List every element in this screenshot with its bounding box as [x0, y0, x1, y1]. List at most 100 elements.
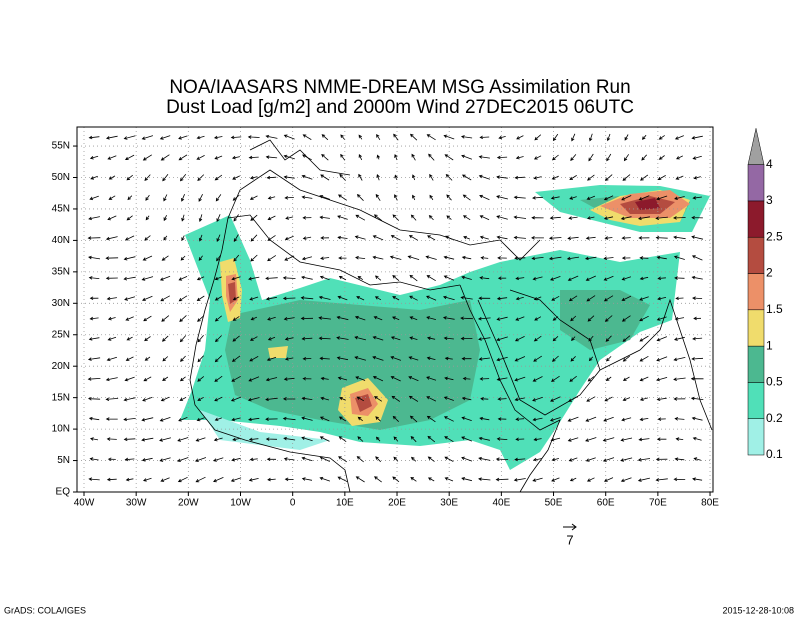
lat-label: 55N — [52, 141, 70, 152]
wind-arrow — [532, 457, 543, 462]
wind-arrow — [283, 457, 295, 461]
wind-arrow — [673, 477, 686, 482]
wind-arrow — [88, 276, 100, 280]
wind-arrow — [569, 477, 577, 482]
wind-arrow — [390, 376, 401, 382]
wind-arrow — [267, 336, 276, 341]
wind-arrow — [214, 355, 223, 363]
wind-arrow — [498, 135, 506, 140]
wind-arrow — [196, 135, 205, 140]
wind-arrow — [570, 315, 577, 322]
wind-arrow — [478, 357, 490, 361]
lon-label: 20W — [178, 498, 199, 509]
wind-arrow — [392, 476, 400, 483]
wind-arrow — [604, 236, 613, 240]
wind-arrow — [515, 155, 524, 160]
wind-arrow — [532, 376, 543, 382]
wind-arrow — [497, 417, 507, 421]
wind-arrow — [267, 255, 277, 262]
wind-arrow — [442, 295, 455, 301]
wind-arrow — [692, 437, 702, 441]
wind-arrow — [460, 336, 473, 341]
wind-arrow — [621, 236, 631, 240]
wind-arrow — [479, 276, 490, 280]
wind-arrow — [641, 154, 647, 161]
wind-arrow — [126, 174, 133, 181]
wind-arrow — [442, 316, 455, 320]
wind-arrow — [179, 335, 187, 343]
wind-arrow — [214, 174, 223, 181]
wind-arrow — [107, 215, 117, 221]
wind-arrow — [658, 135, 665, 140]
coastlines — [189, 139, 713, 493]
wind-arrow — [354, 315, 366, 321]
wind-arrow — [267, 215, 276, 221]
wind-arrow — [655, 216, 668, 220]
wind-arrow — [425, 255, 437, 260]
wind-arrow — [142, 396, 153, 402]
wind-arrow — [198, 234, 203, 242]
wind-arrow — [690, 396, 704, 401]
wind-arrow — [282, 416, 296, 421]
wind-arrow — [143, 315, 152, 322]
wind-arrow — [496, 296, 508, 301]
wind-arrow — [105, 236, 118, 241]
wind-arrow — [606, 153, 612, 162]
wind-arrow — [216, 234, 221, 242]
wind-arrow — [585, 416, 597, 422]
wind-arrow — [320, 256, 330, 260]
wind-arrow — [355, 255, 366, 260]
wind-arrow — [602, 437, 615, 442]
wind-arrow — [231, 276, 241, 281]
wind-arrow — [620, 437, 633, 442]
wind-arrow — [108, 175, 116, 180]
wind-arrow — [265, 296, 277, 301]
wind-arrow — [673, 255, 685, 260]
wind-arrow — [90, 175, 98, 180]
dust-field — [180, 185, 710, 470]
wind-arrow — [531, 215, 544, 220]
wind-arrow — [177, 476, 188, 483]
wind-arrow — [444, 376, 454, 381]
wind-arrow — [656, 397, 667, 401]
wind-arrow — [250, 234, 258, 242]
wind-arrow — [603, 216, 614, 220]
wind-arrow — [567, 416, 579, 422]
wind-arrow — [375, 456, 381, 463]
wind-arrow — [89, 437, 99, 441]
wind-arrow — [373, 214, 383, 221]
wind-arrow — [480, 256, 489, 260]
wind-arrow — [285, 216, 294, 220]
wind-arrow — [622, 397, 631, 401]
wind-arrow — [461, 356, 472, 361]
colorbar-box — [747, 273, 765, 311]
wind-arrow — [376, 174, 380, 181]
wind-arrow — [479, 377, 490, 381]
wind-arrow — [248, 478, 259, 482]
wind-arrow — [394, 154, 398, 161]
wind-arrow — [429, 173, 434, 181]
wind-arrow — [198, 194, 203, 202]
wind-arrow — [657, 276, 666, 281]
wind-arrow — [692, 336, 703, 341]
wind-arrow — [231, 417, 241, 422]
wind-arrow — [533, 335, 542, 342]
wind-arrow — [426, 316, 437, 320]
wind-arrow — [656, 377, 668, 382]
wind-arrow — [301, 174, 313, 180]
wind-arrow — [585, 437, 597, 442]
wind-arrow — [570, 356, 576, 362]
wind-arrow — [284, 477, 294, 482]
wind-arrow — [551, 457, 560, 462]
colorbar-box — [747, 200, 765, 238]
wind-arrow — [426, 356, 436, 360]
wind-arrow — [318, 295, 331, 300]
wind-arrow — [357, 436, 364, 442]
wind-arrow — [461, 436, 473, 442]
wind-arrow — [641, 134, 647, 140]
wind-arrow — [639, 276, 649, 281]
wind-arrow — [571, 336, 576, 342]
lat-label: 15N — [52, 392, 70, 403]
wind-arrow — [621, 276, 632, 281]
lon-label: 30E — [440, 498, 458, 509]
